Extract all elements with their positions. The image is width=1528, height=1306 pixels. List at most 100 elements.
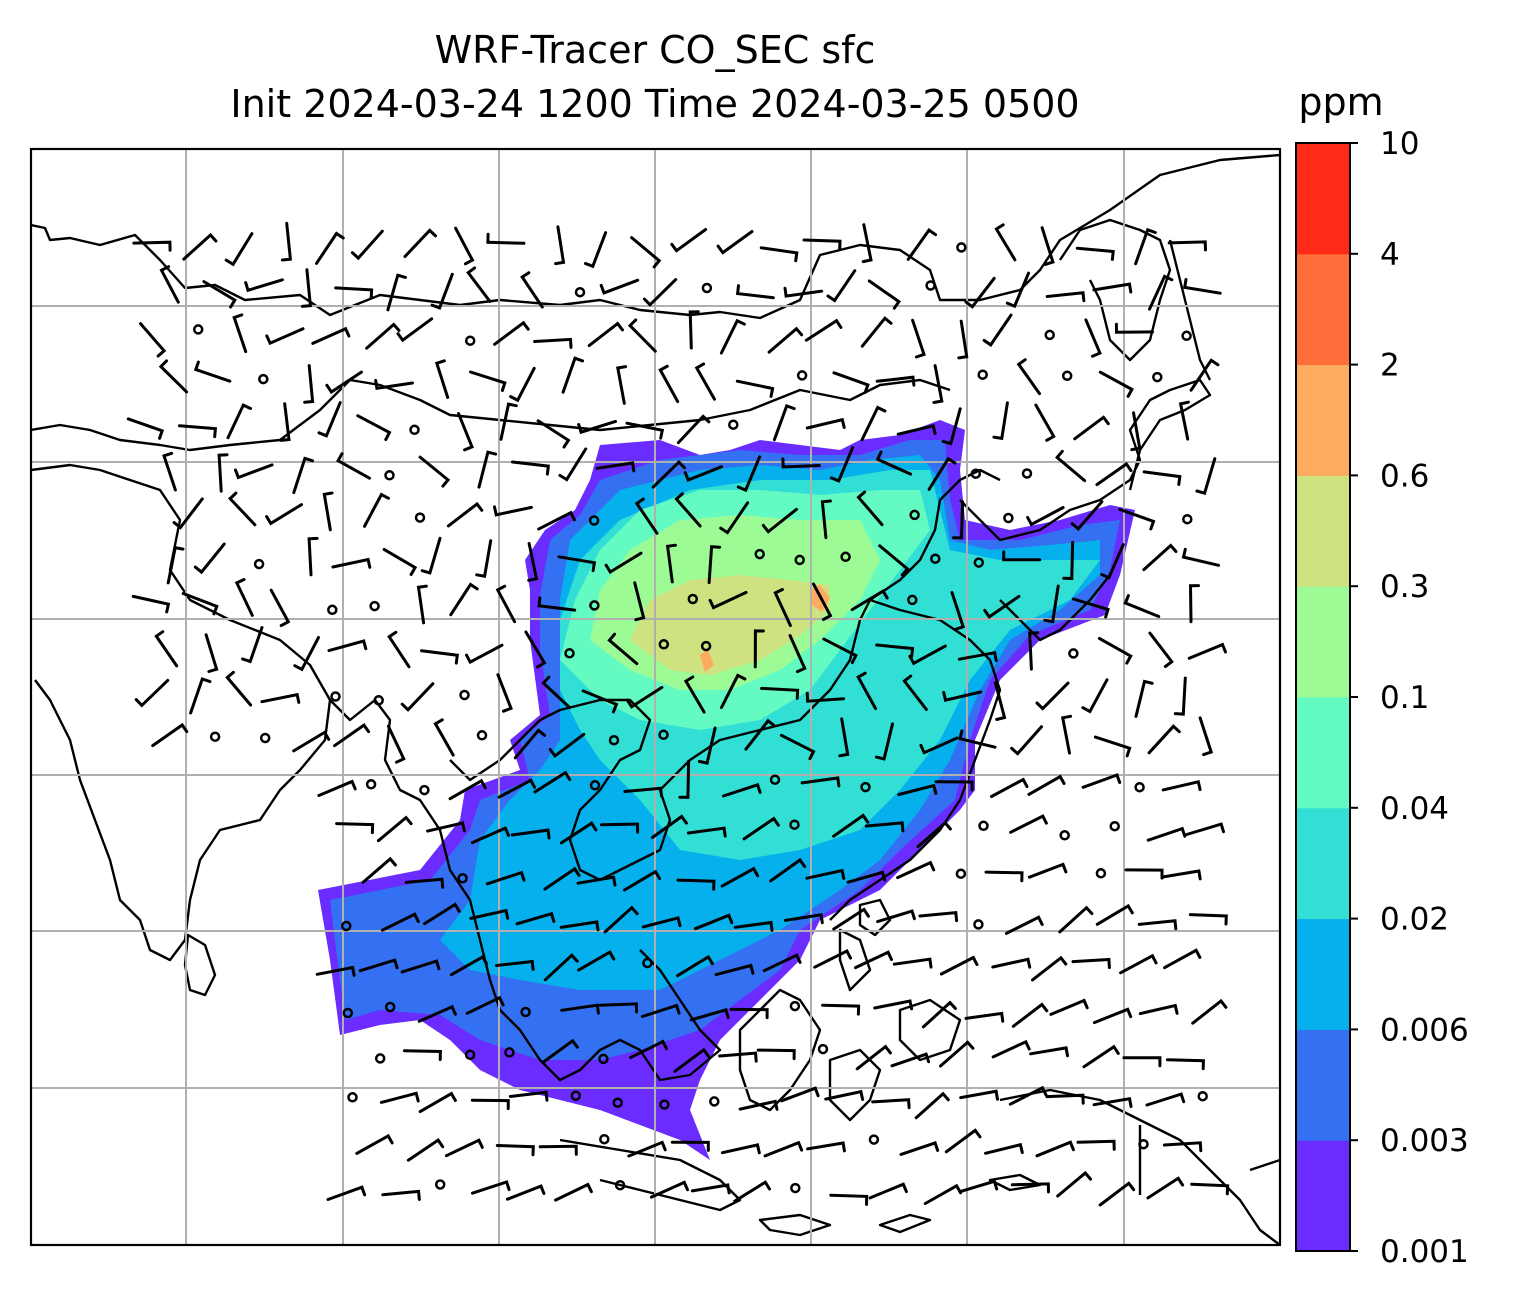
colorbar-segment — [1296, 1029, 1350, 1141]
wind-barb — [1182, 278, 1222, 295]
calm-wind-marker — [973, 919, 984, 930]
wind-barb — [1142, 470, 1182, 486]
wind-barb — [444, 1138, 484, 1158]
wind-barb — [641, 916, 682, 929]
wind-barb — [1123, 594, 1161, 618]
wind-barb — [918, 910, 959, 923]
wind-barb — [470, 1098, 510, 1111]
calm-wind-marker — [347, 1092, 358, 1103]
calm-wind-marker — [598, 1053, 609, 1065]
calm-wind-marker — [700, 640, 712, 652]
wind-barb — [623, 786, 663, 798]
calm-wind-marker — [817, 1043, 829, 1055]
wind-barb — [773, 588, 792, 627]
wind-barb — [919, 736, 959, 755]
wind-barb — [780, 1086, 820, 1103]
calm-wind-marker — [365, 779, 377, 790]
wind-barb — [505, 1184, 546, 1201]
wind-barb — [1027, 774, 1066, 796]
wind-barb — [1043, 584, 1060, 624]
wind-barb — [820, 499, 832, 540]
wind-barb — [805, 691, 846, 703]
wind-barb — [1002, 550, 1042, 562]
wind-barb — [537, 596, 577, 612]
colorbar-tick-label: 0.04 — [1380, 791, 1449, 827]
wind-barb — [838, 717, 850, 758]
wind-barb — [381, 1189, 421, 1201]
wind-barb — [495, 959, 535, 971]
wind-barb — [1122, 1056, 1162, 1068]
wind-barb — [234, 578, 254, 617]
wind-barb — [944, 1128, 982, 1154]
wind-barb — [760, 686, 800, 700]
wind-barb — [292, 456, 314, 495]
wind-barb — [265, 503, 303, 526]
wind-barb — [1138, 1003, 1179, 1016]
wind-barb — [607, 632, 639, 666]
wind-barb — [1062, 541, 1075, 581]
wind-barb — [508, 1090, 549, 1102]
wind-barb — [867, 279, 901, 310]
wind-barb — [678, 759, 691, 799]
wind-barb — [598, 1002, 639, 1014]
wind-barb — [403, 228, 437, 258]
wind-barb — [906, 228, 938, 261]
calm-wind-marker — [614, 1179, 626, 1191]
wind-barb — [1118, 507, 1156, 531]
wind-barb — [642, 278, 678, 307]
wind-barb — [515, 911, 556, 926]
wind-barb — [781, 457, 821, 469]
wind-barb — [832, 371, 870, 394]
calm-wind-marker — [970, 468, 982, 479]
wind-barb — [640, 1003, 681, 1018]
wind-barb — [311, 326, 351, 345]
wind-barb — [854, 950, 893, 970]
wind-barb — [1191, 998, 1228, 1025]
wind-barb — [832, 907, 870, 931]
wind-barb — [868, 1182, 908, 1200]
wind-barb — [719, 318, 746, 355]
wind-barb — [1167, 240, 1207, 252]
wind-barb — [855, 1044, 892, 1071]
wind-barb — [554, 225, 566, 266]
calm-wind-marker — [687, 593, 699, 605]
colorbar-tick-label: 10 — [1380, 126, 1419, 162]
wind-barb — [1027, 862, 1068, 879]
wind-barb — [355, 1133, 394, 1155]
calm-wind-marker — [589, 600, 600, 611]
map-frame — [29, 147, 1282, 1247]
calm-wind-marker — [796, 370, 808, 381]
wind-barb — [1185, 822, 1225, 836]
calm-wind-marker — [1061, 370, 1073, 382]
wind-barb — [1163, 948, 1202, 970]
wind-barb — [874, 722, 894, 761]
calm-wind-marker — [459, 689, 470, 701]
wind-barb — [761, 507, 798, 534]
wind-barb — [241, 626, 264, 664]
wind-barb — [402, 1049, 442, 1061]
wind-barb — [327, 639, 368, 653]
wind-barb — [379, 1091, 420, 1104]
wind-barb — [1195, 457, 1217, 496]
wind-barb — [449, 582, 479, 617]
wind-barb — [763, 1140, 804, 1158]
wind-barb — [1100, 543, 1125, 580]
wind-barb — [434, 359, 450, 399]
wind-barb — [875, 375, 916, 387]
wind-barb — [984, 870, 1024, 883]
wind-barb — [1114, 322, 1154, 334]
wind-barb — [783, 286, 824, 298]
calm-wind-marker — [1044, 329, 1055, 341]
calm-wind-marker — [520, 1006, 531, 1018]
wind-barb — [927, 456, 957, 491]
calm-wind-marker — [728, 419, 739, 430]
wind-barb — [356, 414, 392, 441]
wind-barb — [670, 1140, 710, 1152]
wind-barb — [202, 280, 237, 309]
calm-wind-marker — [419, 784, 430, 796]
wind-barb — [416, 584, 428, 625]
wind-barb — [559, 821, 598, 845]
wind-barb — [759, 246, 799, 263]
wind-barb — [1034, 403, 1056, 442]
